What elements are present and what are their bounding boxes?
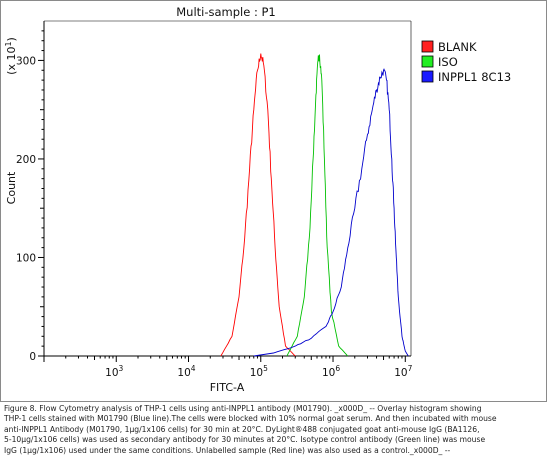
legend-swatch	[421, 70, 434, 83]
y-tick-label: 200	[16, 154, 36, 166]
legend-label: INPPL1 8C13	[438, 70, 511, 84]
figure-frame: Multi-sample : P1 (x 101) Count FITC-A 0…	[0, 0, 547, 402]
x-tick-label: 106	[322, 364, 340, 379]
y-multiplier-label: (x 101)	[4, 37, 18, 75]
plot-area	[43, 20, 412, 357]
series-line-iso	[286, 54, 349, 357]
x-axis-label: FITC-A	[210, 381, 245, 394]
y-tick-label: 300	[16, 55, 36, 67]
x-tick-label: 105	[250, 364, 268, 379]
y-multiplier-close: )	[5, 37, 18, 41]
series-lines	[220, 53, 409, 357]
series-line-blank	[220, 53, 296, 357]
x-ticks: 103 104 105 106 107	[43, 356, 413, 379]
y-tick-label: 0	[29, 351, 36, 363]
svg-text:(x 101): (x 101)	[4, 37, 18, 75]
y-tick-label: 100	[16, 252, 36, 264]
legend-label: ISO	[438, 55, 458, 69]
figure-caption: Figure 8. Flow Cytometry analysis of THP…	[4, 404, 497, 455]
y-multiplier-exp: 1	[4, 41, 13, 46]
legend-swatch	[421, 40, 434, 53]
series-line-inppl1-8c13	[253, 68, 409, 357]
legend-label: BLANK	[438, 40, 477, 54]
legend-swatch	[421, 55, 434, 68]
chart-title: Multi-sample : P1	[176, 5, 276, 19]
y-ticks: 0 100 200 300	[16, 30, 44, 363]
x-tick-label: 107	[394, 364, 412, 379]
y-axis-label: Count	[5, 171, 18, 204]
x-tick-label: 103	[105, 364, 123, 379]
y-multiplier-base: (x 10	[5, 47, 18, 75]
histogram-chart: Multi-sample : P1 (x 101) Count FITC-A 0…	[4, 5, 511, 394]
x-tick-label: 104	[177, 364, 195, 379]
